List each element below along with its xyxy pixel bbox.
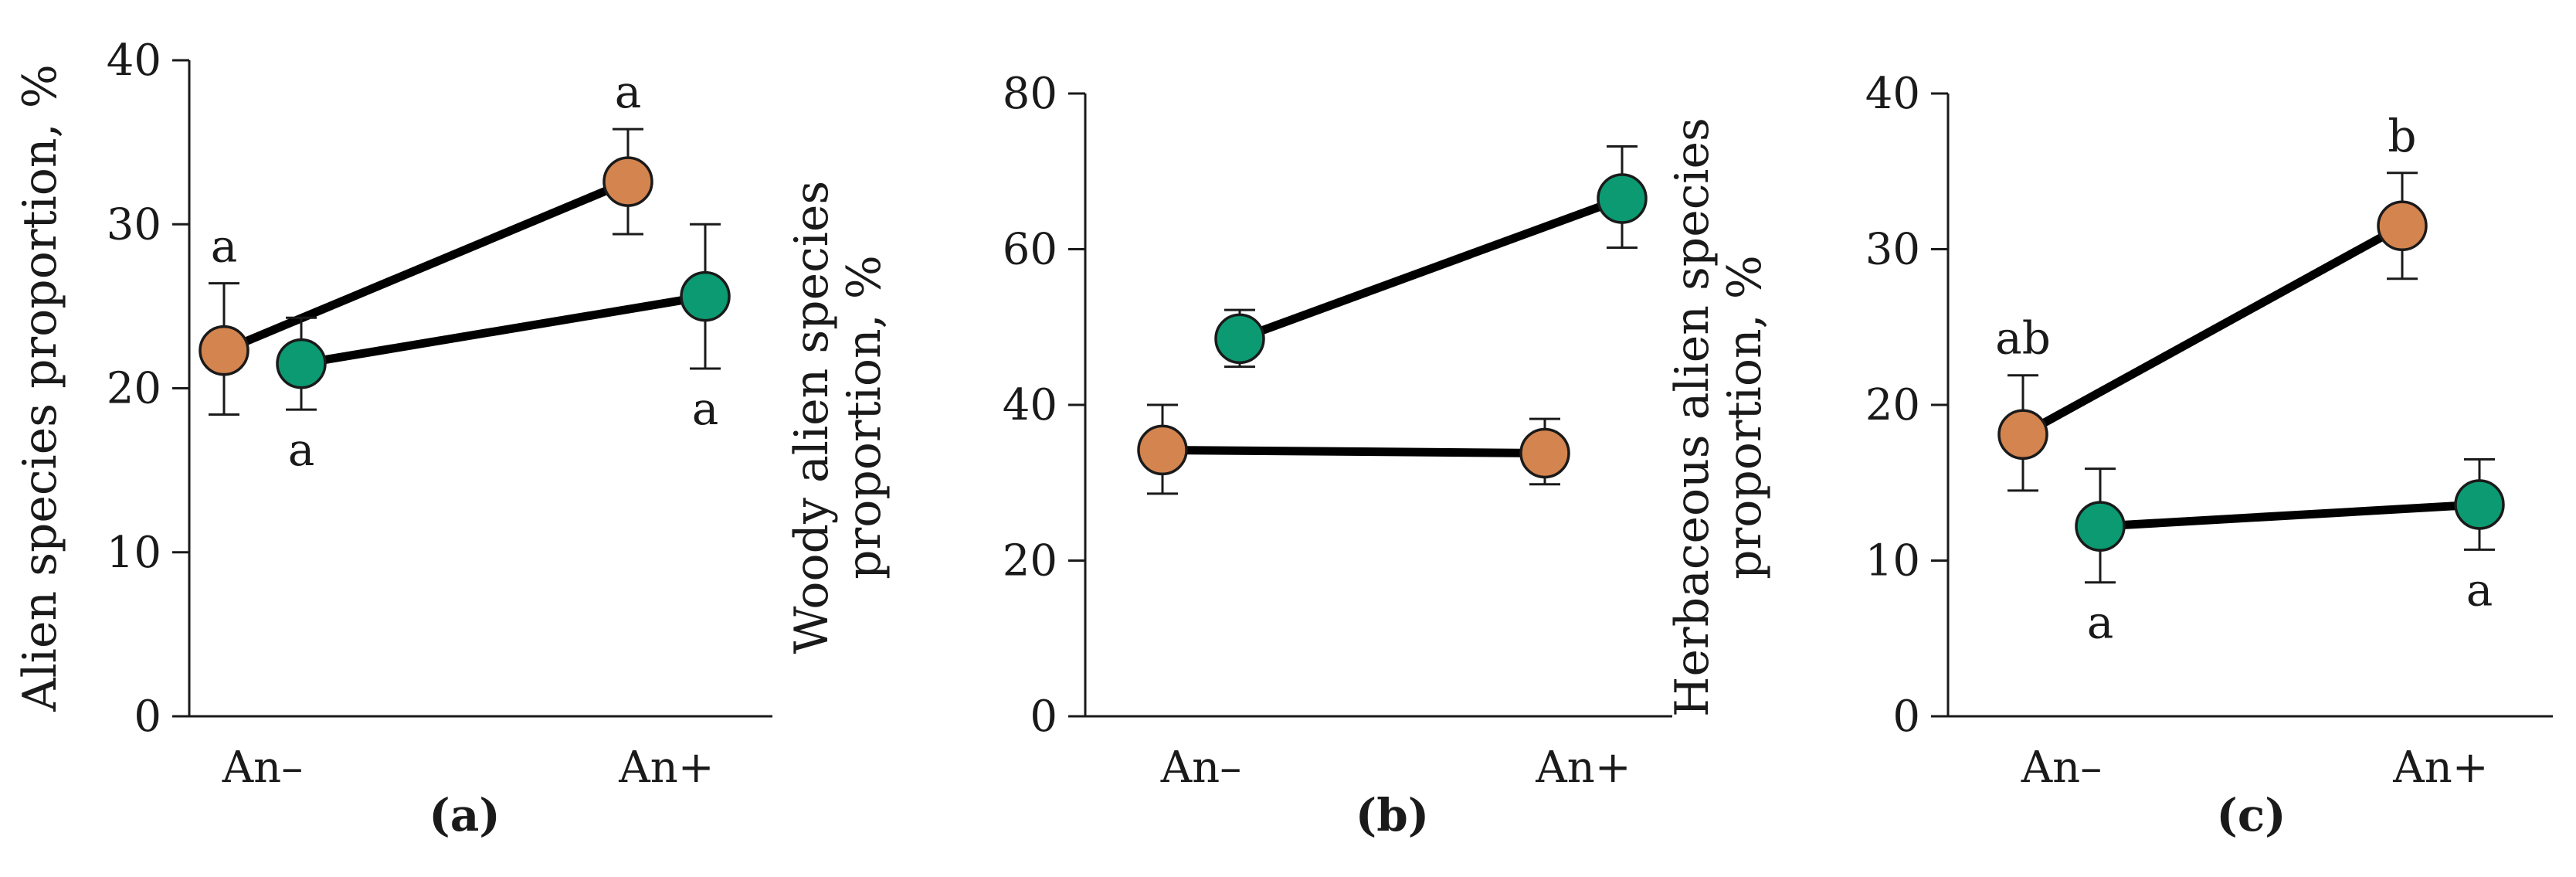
y-tick-label: 10 bbox=[1865, 536, 1920, 586]
panel-label: (c) bbox=[2216, 789, 2286, 841]
x-tick-label: An– bbox=[2021, 743, 2103, 793]
series-line-orange bbox=[2018, 221, 2407, 439]
series-line-green bbox=[2096, 500, 2484, 531]
significance-letter: a bbox=[211, 220, 238, 273]
y-axis-label: Alien species proportion, % bbox=[13, 64, 67, 712]
data-point-green bbox=[1597, 173, 1648, 224]
y-tick-label: 20 bbox=[1865, 380, 1920, 430]
series-line-green bbox=[297, 292, 710, 369]
y-tick-label: 80 bbox=[1003, 69, 1057, 119]
data-point-green bbox=[2454, 479, 2505, 530]
y-tick-label: 40 bbox=[107, 36, 161, 86]
significance-letter: b bbox=[2388, 110, 2416, 162]
x-tick-label: An+ bbox=[1535, 743, 1631, 793]
data-point-orange bbox=[199, 325, 249, 376]
x-tick-label: An+ bbox=[618, 743, 714, 793]
significance-letter: a bbox=[615, 66, 642, 118]
y-axis-label: proportion, % bbox=[837, 255, 891, 580]
y-tick-label: 30 bbox=[107, 199, 161, 250]
y-tick-label: 0 bbox=[1892, 692, 1920, 742]
series-line-green bbox=[1235, 194, 1627, 343]
y-tick-label: 10 bbox=[107, 528, 161, 578]
y-tick-label: 20 bbox=[107, 364, 161, 414]
y-tick-label: 0 bbox=[134, 692, 161, 742]
data-point-green bbox=[1214, 313, 1265, 365]
series-line-orange bbox=[219, 177, 633, 355]
y-tick-label: 40 bbox=[1003, 380, 1057, 430]
x-tick-label: An– bbox=[1160, 743, 1242, 793]
significance-letter: a bbox=[288, 423, 315, 476]
x-tick-label: An+ bbox=[2392, 743, 2488, 793]
x-tick-label: An– bbox=[222, 743, 304, 793]
data-point-green bbox=[2075, 501, 2126, 552]
data-point-green bbox=[680, 270, 731, 322]
data-point-orange bbox=[2377, 200, 2428, 252]
panel-label: (a) bbox=[429, 789, 500, 841]
significance-letter: a bbox=[2466, 563, 2493, 616]
y-tick-label: 20 bbox=[1003, 536, 1057, 586]
panel-label: (b) bbox=[1356, 789, 1429, 841]
significance-letter: a bbox=[2087, 597, 2114, 649]
y-axis-label: proportion, % bbox=[1718, 255, 1772, 580]
data-point-orange bbox=[1519, 427, 1570, 479]
y-tick-label: 40 bbox=[1865, 69, 1920, 119]
y-axis-label: Woody alien species bbox=[785, 181, 839, 654]
y-tick-label: 60 bbox=[1003, 225, 1057, 275]
significance-letter: a bbox=[692, 382, 719, 435]
significance-letter: ab bbox=[1995, 312, 2051, 365]
y-tick-label: 0 bbox=[1030, 692, 1057, 742]
data-point-orange bbox=[1997, 409, 2048, 461]
data-point-orange bbox=[1137, 424, 1188, 476]
series-line-orange bbox=[1158, 445, 1549, 457]
data-point-green bbox=[276, 338, 327, 389]
y-axis-label: Herbaceous alien species bbox=[1665, 117, 1719, 717]
y-tick-label: 30 bbox=[1865, 225, 1920, 275]
data-point-orange bbox=[602, 156, 653, 207]
